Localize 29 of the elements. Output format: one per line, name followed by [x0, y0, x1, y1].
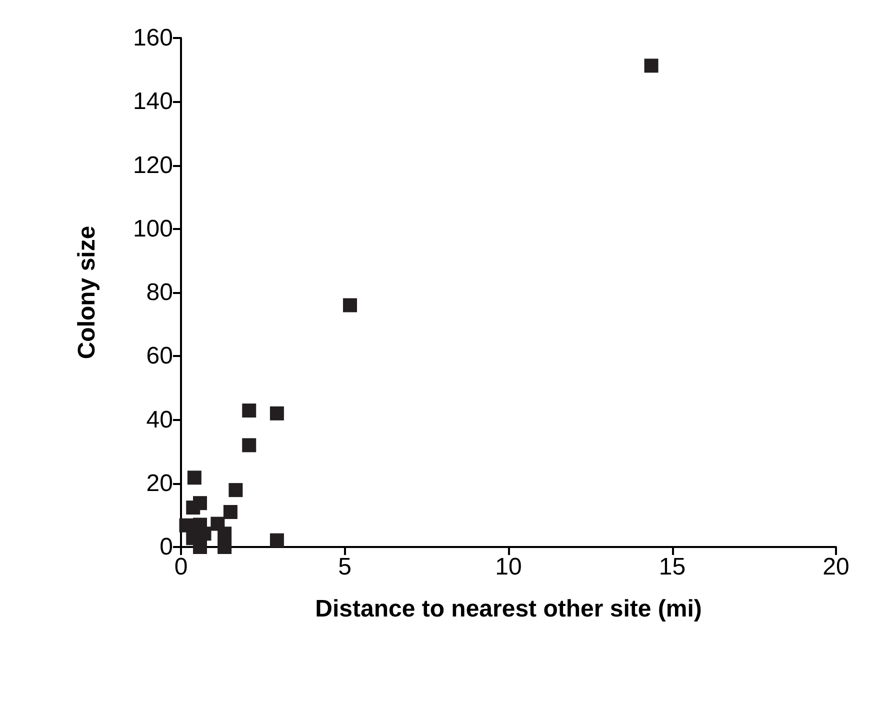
- point: [192, 540, 207, 554]
- point: [218, 526, 232, 541]
- point: [179, 518, 194, 532]
- point: [242, 438, 256, 452]
- point: [270, 406, 284, 420]
- point: [218, 540, 232, 554]
- x-tick-label: 5: [338, 554, 352, 580]
- point: [186, 500, 200, 515]
- point: [644, 58, 658, 73]
- x-tick-label: 10: [495, 554, 522, 580]
- y-tick-label: 40: [146, 406, 173, 434]
- point: [342, 298, 357, 312]
- y-tick-label: 140: [132, 88, 173, 116]
- y-tick-label: 60: [146, 342, 173, 370]
- y-tick-label: 120: [132, 152, 173, 179]
- x-tick-label: 15: [658, 554, 686, 580]
- point: [187, 470, 202, 485]
- y-tick-label: 20: [146, 470, 173, 497]
- y-tick-label: 160: [132, 24, 173, 52]
- point: [223, 505, 238, 520]
- x-axis-title: Distance to nearest other site (mi): [315, 596, 702, 622]
- x-tick-label: 20: [822, 554, 850, 580]
- y-axis-title: Colony size: [74, 226, 100, 360]
- y-tick-label: 100: [132, 215, 173, 242]
- y-tick-label: 80: [146, 279, 173, 306]
- point: [228, 483, 243, 498]
- y-tick-label: 0: [160, 534, 173, 560]
- point: [270, 533, 284, 548]
- point: [242, 404, 256, 418]
